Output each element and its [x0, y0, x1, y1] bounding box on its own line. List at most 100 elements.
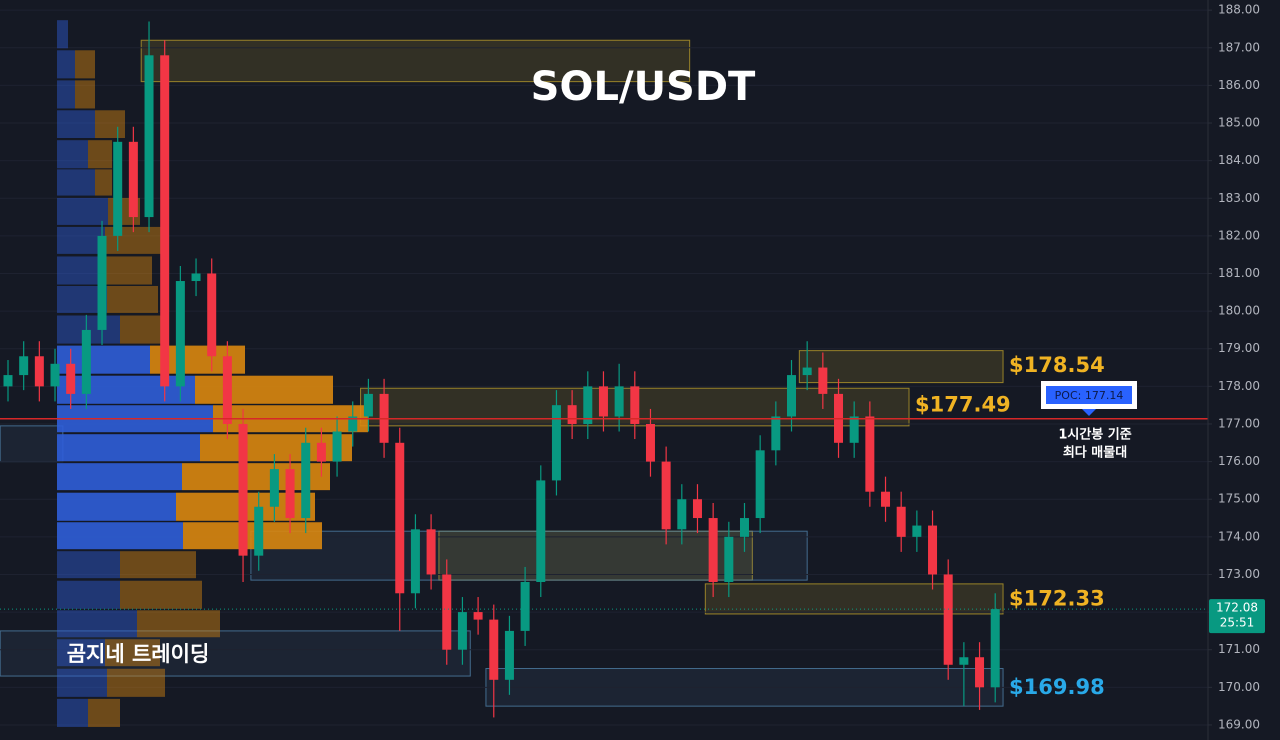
- candle-body: [50, 363, 60, 387]
- y-tick-label: 179.00: [1218, 341, 1260, 355]
- poc-note: 최다 매물대: [1063, 445, 1127, 461]
- sell-volume: [75, 50, 95, 79]
- buy-volume: [57, 551, 120, 579]
- candle-body: [630, 386, 640, 424]
- buy-volume: [57, 375, 195, 404]
- candle-body: [645, 423, 655, 462]
- candle-body: [928, 525, 938, 575]
- candle-body: [442, 574, 452, 650]
- candle-body: [708, 518, 718, 582]
- candle-body: [881, 491, 891, 507]
- candle-body: [19, 356, 29, 376]
- zones: [0, 39, 1004, 707]
- y-tick-label: 177.00: [1218, 416, 1260, 430]
- candle-body: [410, 529, 420, 594]
- candle-body: [536, 480, 546, 582]
- y-tick-label: 186.00: [1218, 78, 1260, 92]
- y-tick-label: 185.00: [1218, 116, 1260, 130]
- sell-volume: [137, 610, 220, 638]
- buy-volume: [57, 226, 105, 254]
- buy-volume: [57, 580, 120, 609]
- sell-volume: [88, 698, 120, 727]
- chart-title: SOL/USDT: [531, 64, 756, 110]
- buy-volume: [57, 169, 95, 196]
- countdown-label: 25:51: [1220, 616, 1255, 630]
- candle-body: [583, 386, 593, 424]
- candle-body: [598, 386, 608, 417]
- candle-body: [457, 612, 467, 650]
- grid: 169.00170.00171.00172.00173.00174.00175.…: [0, 3, 1260, 731]
- sell-volume: [107, 668, 165, 697]
- candle-body: [332, 431, 342, 462]
- sell-volume: [95, 110, 125, 139]
- y-tick-label: 178.00: [1218, 379, 1260, 393]
- buy-volume: [57, 80, 75, 109]
- zone: [0, 630, 471, 677]
- zone-label: $177.49: [915, 393, 1011, 417]
- zone: [140, 39, 691, 83]
- buy-volume: [57, 492, 176, 521]
- candle-body: [269, 469, 279, 507]
- y-tick-label: 182.00: [1218, 228, 1260, 242]
- candle-body: [191, 273, 201, 282]
- candle-body: [724, 536, 734, 582]
- y-tick-label: 181.00: [1218, 266, 1260, 280]
- buy-volume: [57, 50, 75, 79]
- candle-body: [504, 630, 514, 680]
- candle-body: [818, 367, 828, 394]
- candle-body: [551, 405, 561, 481]
- candle-body: [912, 525, 922, 537]
- candle-body: [426, 529, 436, 575]
- y-tick-label: 169.00: [1218, 717, 1260, 731]
- candle-body: [395, 442, 405, 594]
- candle-body: [363, 393, 373, 417]
- buy-volume: [57, 522, 183, 550]
- zone: [798, 350, 1004, 384]
- candle-body: [489, 619, 499, 680]
- sell-volume: [105, 639, 160, 667]
- zone-label: $178.54: [1009, 353, 1105, 377]
- poc-note: 1시간봉 기준: [1058, 427, 1131, 443]
- candle-body: [3, 375, 13, 387]
- y-tick-label: 173.00: [1218, 567, 1260, 581]
- buy-volume: [57, 197, 108, 225]
- candle-body: [849, 416, 859, 443]
- candle-body: [238, 423, 248, 556]
- candle-body: [677, 499, 687, 530]
- candle-body: [301, 442, 311, 519]
- sell-volume: [120, 551, 196, 579]
- candle-body: [113, 141, 123, 236]
- candle-body: [473, 612, 483, 620]
- buy-volume: [57, 140, 88, 169]
- sell-volume: [195, 375, 333, 404]
- candle-body: [144, 55, 154, 218]
- overlays: $177.49 $178.54 $172.33 $169.98 POC: 177.14 1…: [0, 353, 1265, 699]
- y-tick-label: 171.00: [1218, 642, 1260, 656]
- candle-body: [614, 386, 624, 417]
- volume-profile: [57, 20, 368, 727]
- candle-body: [81, 329, 91, 394]
- y-tick-label: 187.00: [1218, 40, 1260, 54]
- candle-body: [865, 416, 875, 492]
- candle-body: [802, 367, 812, 376]
- candle-body: [787, 375, 796, 417]
- candle-body: [520, 581, 530, 631]
- candle-body: [316, 442, 326, 462]
- candle-body: [975, 657, 985, 688]
- candle-body: [990, 609, 1000, 688]
- sell-volume: [120, 580, 202, 609]
- buy-volume: [57, 610, 137, 638]
- candle-body: [692, 499, 702, 519]
- y-tick-label: 183.00: [1218, 191, 1260, 205]
- buy-volume: [57, 668, 107, 697]
- y-tick-label: 174.00: [1218, 529, 1260, 543]
- candle-body: [567, 405, 577, 424]
- buy-volume: [57, 639, 105, 667]
- candle-body: [896, 506, 906, 537]
- buy-volume: [57, 698, 88, 727]
- y-tick-label: 170.00: [1218, 680, 1260, 694]
- poc-label: POC: 177.14: [1055, 389, 1124, 402]
- candle-body: [175, 281, 185, 387]
- zone-label: $172.33: [1009, 587, 1105, 611]
